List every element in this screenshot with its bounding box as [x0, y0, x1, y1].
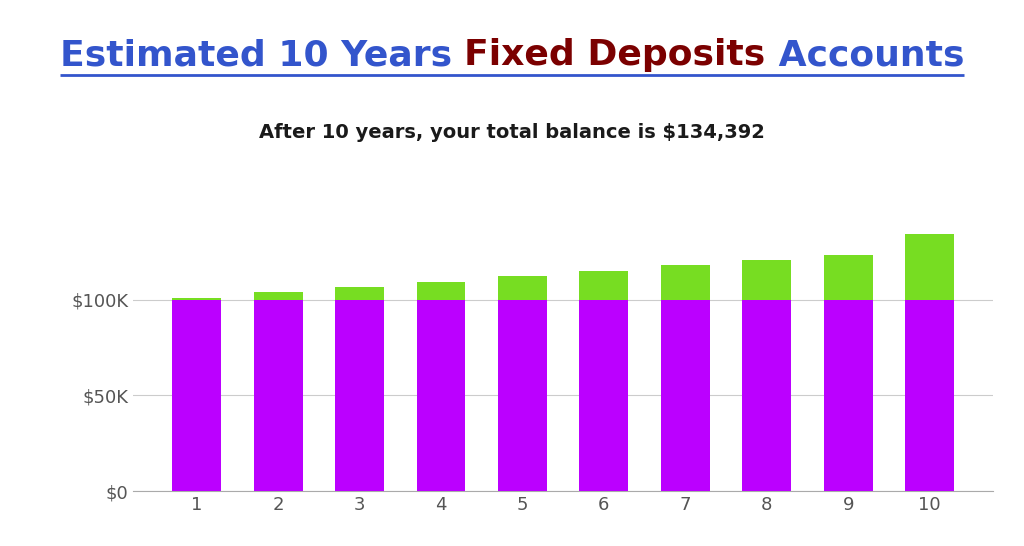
Bar: [905, 234, 954, 300]
Bar: [742, 300, 792, 491]
Bar: [905, 300, 954, 491]
Bar: [417, 282, 466, 300]
Text: After 10 years, your total balance is $134,392: After 10 years, your total balance is $1…: [259, 123, 765, 142]
Bar: [660, 265, 710, 300]
Bar: [660, 300, 710, 491]
Bar: [824, 300, 872, 491]
Bar: [580, 271, 629, 300]
Bar: [335, 300, 384, 491]
Bar: [172, 300, 221, 491]
Bar: [580, 300, 629, 491]
Bar: [172, 298, 221, 300]
Bar: [824, 255, 872, 300]
Bar: [498, 276, 547, 300]
Bar: [417, 300, 466, 491]
Bar: [254, 300, 302, 491]
Bar: [335, 287, 384, 300]
Text: Accounts: Accounts: [766, 38, 965, 72]
Text: Fixed Deposits: Fixed Deposits: [465, 38, 766, 72]
Bar: [254, 293, 302, 300]
Text: Estimated 10 Years: Estimated 10 Years: [59, 38, 465, 72]
Bar: [742, 260, 792, 300]
Bar: [498, 300, 547, 491]
